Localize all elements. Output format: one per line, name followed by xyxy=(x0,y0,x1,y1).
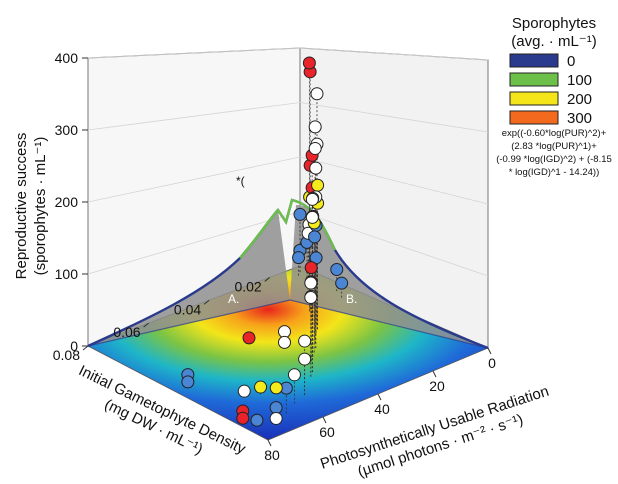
x-tick-mark xyxy=(82,345,89,351)
z-tick-label: 200 xyxy=(55,194,79,210)
y-tick-mark xyxy=(377,393,382,401)
z-gridline xyxy=(87,47,489,61)
legend-swatch xyxy=(509,110,559,125)
y-axis-ticks: 0 20 40 60 80 xyxy=(264,347,496,463)
y-tick-mark xyxy=(487,347,492,355)
z-gridline xyxy=(87,102,489,133)
data-point xyxy=(287,368,301,382)
z-tick-label: 400 xyxy=(55,50,79,66)
z-tick-label: 100 xyxy=(55,266,79,282)
legend-swatch xyxy=(509,91,559,106)
data-point xyxy=(269,411,283,425)
x-tick-label: 0.02 xyxy=(234,278,261,294)
z-axis-title: Reproductive success (sporophytes · mL⁻¹… xyxy=(13,133,49,280)
x-tick-mark xyxy=(264,277,271,282)
data-point xyxy=(304,261,318,275)
data-point xyxy=(278,325,291,339)
data-points xyxy=(181,56,349,427)
formula-line4: * log(IGD)^1 - 14.24)) xyxy=(509,167,600,178)
z-axis-title-line2: (sporophytes · mL⁻¹) xyxy=(32,137,49,276)
x-tick-mark xyxy=(143,322,149,328)
data-point xyxy=(250,413,264,427)
panel-label-a: A. xyxy=(228,292,239,306)
formula-line2: (2.83 *log(PUR)^1)+ xyxy=(511,141,597,152)
x-axis-ticks: 0.02 0.04 0.06 0.08 xyxy=(53,277,271,363)
data-point xyxy=(292,251,306,265)
y-tick-label: 60 xyxy=(319,424,335,440)
z-axis-title-line1: Reproductive success xyxy=(13,133,30,280)
asterisk-annotation: *( xyxy=(236,174,245,188)
data-point xyxy=(335,276,349,290)
z-axis-ticks: 0 100 200 300 400 xyxy=(55,50,88,354)
legend-label: 300 xyxy=(567,110,592,127)
legend-label: 0 xyxy=(567,53,575,70)
data-point xyxy=(305,192,319,206)
data-point xyxy=(304,276,318,290)
legend-swatch xyxy=(509,72,559,87)
y-tick-mark xyxy=(432,370,437,378)
x-tick-label: 0.04 xyxy=(174,301,201,317)
data-point xyxy=(298,352,312,366)
y-tick-label: 0 xyxy=(488,355,496,371)
y-tick-label: 40 xyxy=(374,401,390,417)
x-tick-label: 0.06 xyxy=(113,324,140,340)
legend-label: 200 xyxy=(567,91,592,108)
data-point xyxy=(236,411,250,425)
formula-line1: exp((-0.60*log(PUR)^2)+ xyxy=(502,128,607,139)
z-tick-label: 300 xyxy=(55,122,79,138)
data-point xyxy=(308,120,322,134)
data-point xyxy=(181,375,195,389)
data-point xyxy=(242,331,256,345)
data-point xyxy=(310,87,324,101)
y-tick-label: 20 xyxy=(429,378,445,394)
legend-swatch xyxy=(509,53,559,68)
x-tick-label: 0.08 xyxy=(53,347,80,363)
data-point xyxy=(237,384,251,398)
z-gridline xyxy=(87,156,489,205)
model-formula: exp((-0.60*log(PUR)^2)+ (2.83 *log(PUR)^… xyxy=(496,128,612,178)
data-point xyxy=(304,290,318,304)
legend-title-line2: (avg. · mL⁻¹) xyxy=(511,33,596,50)
panel-label-b: B. xyxy=(346,292,357,306)
surface-left-lobe xyxy=(88,210,290,346)
z-tick-label: 0 xyxy=(70,338,78,354)
data-point xyxy=(293,207,307,221)
data-point xyxy=(308,141,322,155)
legend-label: 100 xyxy=(567,72,592,89)
y-tick-label: 80 xyxy=(264,447,280,463)
legend: Sporophytes (avg. · mL⁻¹) 0 100 200 300 exp… xyxy=(496,15,612,178)
x-tick-mark xyxy=(203,299,210,305)
y-tick-mark xyxy=(267,439,272,447)
data-point xyxy=(278,335,291,349)
legend-title-line1: Sporophytes xyxy=(512,15,596,32)
data-point xyxy=(311,178,325,192)
data-point xyxy=(305,210,319,224)
data-point xyxy=(309,161,323,175)
y-tick-mark xyxy=(322,416,327,424)
data-point xyxy=(254,380,268,394)
data-point xyxy=(269,381,283,395)
data-point xyxy=(302,56,316,70)
data-point xyxy=(308,230,322,244)
legend-entries: 0 100 200 300 xyxy=(509,53,592,127)
data-point xyxy=(269,401,283,415)
surface-front-edge xyxy=(87,299,489,349)
data-point xyxy=(330,263,344,277)
formula-line3: (-0.99 *log(IGD)^2) + (-8.15 xyxy=(496,154,612,165)
data-point xyxy=(298,334,312,348)
